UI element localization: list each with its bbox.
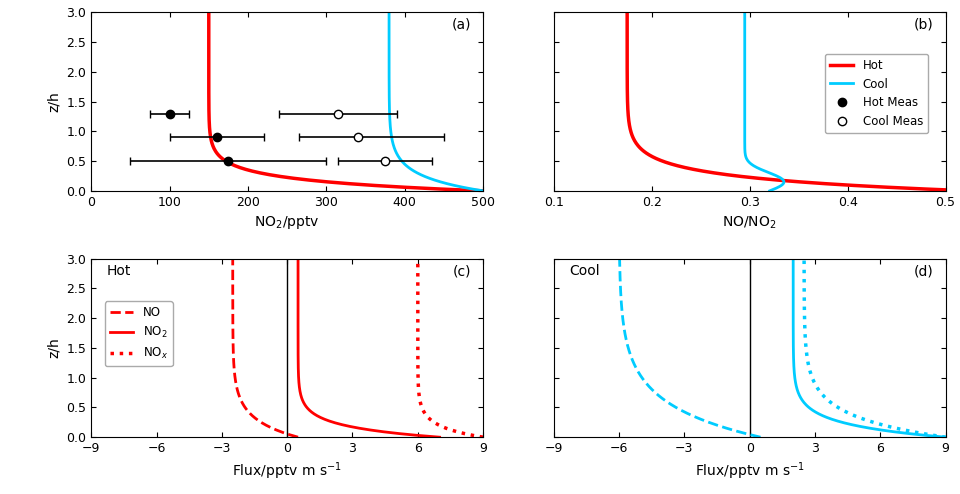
Text: (b): (b) [914, 18, 934, 32]
Legend: NO, NO$_2$, NO$_x$: NO, NO$_2$, NO$_x$ [105, 301, 173, 366]
Text: (a): (a) [452, 18, 471, 32]
Legend: Hot, Cool, Hot Meas, Cool Meas: Hot, Cool, Hot Meas, Cool Meas [825, 54, 928, 133]
X-axis label: NO$_2$/pptv: NO$_2$/pptv [254, 214, 320, 231]
Y-axis label: z/h: z/h [47, 91, 60, 112]
Y-axis label: z/h: z/h [47, 337, 60, 358]
Text: (c): (c) [453, 264, 471, 278]
Text: (d): (d) [914, 264, 934, 278]
Text: Cool: Cool [569, 264, 600, 278]
X-axis label: Flux/pptv m s$^{-1}$: Flux/pptv m s$^{-1}$ [695, 460, 804, 482]
X-axis label: NO/NO$_2$: NO/NO$_2$ [722, 214, 777, 231]
Text: Hot: Hot [107, 264, 132, 278]
X-axis label: Flux/pptv m s$^{-1}$: Flux/pptv m s$^{-1}$ [232, 460, 342, 482]
